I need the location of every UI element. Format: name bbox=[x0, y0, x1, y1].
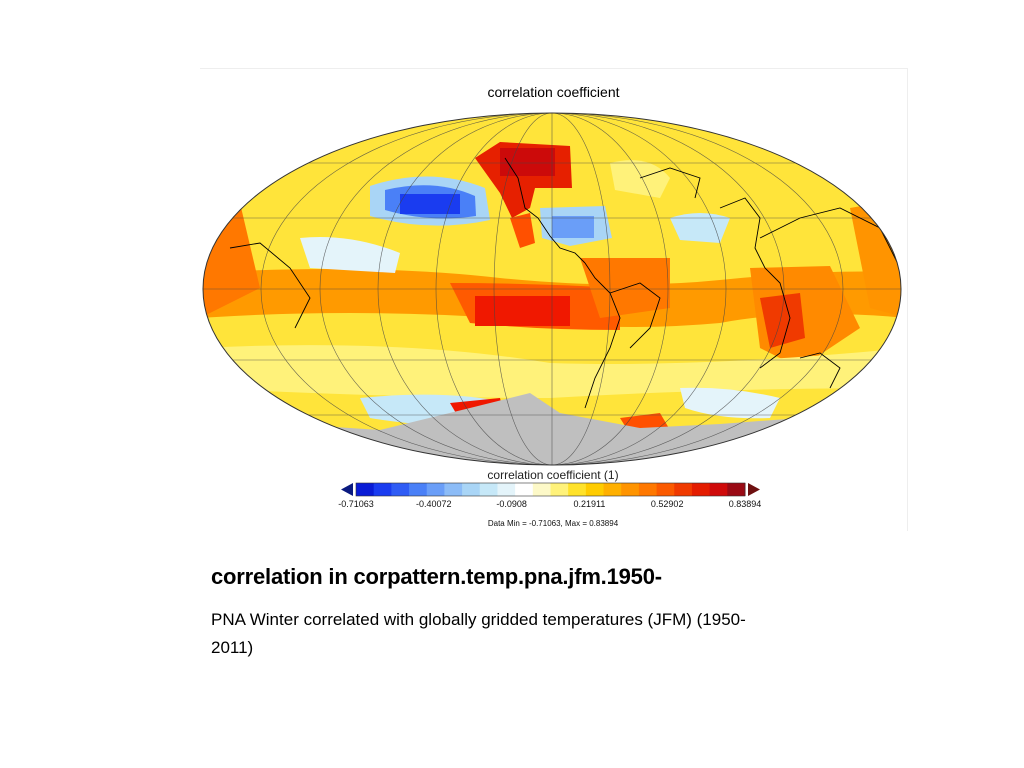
colorbar-swatch bbox=[691, 483, 711, 496]
colorbar-swatch bbox=[373, 483, 392, 496]
caption-title: correlation in corpattern.temp.pna.jfm.1… bbox=[211, 564, 662, 589]
colorbar-high-arrow bbox=[748, 483, 760, 496]
caption-description: PNA Winter correlated with globally grid… bbox=[211, 610, 746, 657]
data-range-note: Data Min = -0.71063, Max = 0.83894 bbox=[487, 519, 619, 528]
colorbar-swatch bbox=[497, 483, 516, 496]
coastlines bbox=[229, 157, 901, 409]
correlation-map bbox=[202, 112, 902, 497]
colorbar-swatch bbox=[727, 483, 746, 496]
colorbar-swatch bbox=[674, 483, 693, 496]
colorbar-swatch bbox=[444, 483, 463, 496]
colorbar-swatch bbox=[462, 483, 481, 496]
colorbar-swatch bbox=[426, 483, 445, 496]
colorbar-swatch bbox=[621, 483, 640, 496]
colorbar-tick-label: 0.52902 bbox=[650, 499, 684, 509]
colorbar-title: correlation coefficient (1) bbox=[487, 468, 619, 482]
colorbar-swatch bbox=[585, 483, 605, 496]
colorbar-swatch bbox=[709, 483, 728, 496]
colorbar-tick-label: -0.0908 bbox=[496, 499, 527, 509]
colorbar-swatch bbox=[532, 483, 551, 496]
map-title: correlation coefficient bbox=[487, 84, 620, 100]
colorbar-swatch bbox=[409, 483, 428, 496]
colorbar-swatch bbox=[603, 483, 622, 496]
colorbar-tick-label: -0.40072 bbox=[416, 499, 452, 509]
colorbar-low-arrow bbox=[341, 483, 353, 496]
colorbar-swatch bbox=[568, 483, 587, 496]
map-border bbox=[202, 112, 902, 466]
colorbar-swatch bbox=[638, 483, 658, 496]
colorbar-tick-label: 0.83894 bbox=[728, 499, 762, 509]
colorbar-swatch bbox=[550, 483, 569, 496]
colorbar-frame bbox=[355, 482, 746, 497]
colorbar-swatch bbox=[515, 483, 534, 496]
colorbar-swatch bbox=[391, 483, 410, 496]
colorbar-tick-label: 0.21911 bbox=[573, 499, 606, 509]
colorbar-swatch bbox=[356, 483, 375, 496]
map-field bbox=[203, 113, 901, 465]
colorbar-swatch bbox=[479, 483, 498, 496]
colorbar bbox=[341, 482, 760, 497]
colorbar-tick-label: -0.71063 bbox=[338, 499, 374, 509]
colorbar-swatch bbox=[656, 483, 675, 496]
